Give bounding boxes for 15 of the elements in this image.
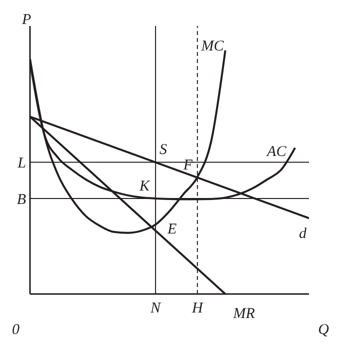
annotation: K <box>138 178 151 194</box>
x-axis-title: Q <box>318 322 330 338</box>
annotation: E <box>166 222 177 238</box>
x-tick-label: N <box>150 300 162 317</box>
y-axis-title: P <box>21 12 32 28</box>
x-tick-label: H <box>190 300 204 317</box>
annotation: F <box>182 158 194 174</box>
series-label: MC <box>200 38 225 54</box>
series-label: AC <box>266 144 288 160</box>
annotation: S <box>160 142 168 158</box>
text: 0 <box>12 322 20 338</box>
series-label: d <box>299 226 307 242</box>
ref-line-label: L <box>16 156 26 172</box>
ref-line-label: B <box>16 192 26 208</box>
series-label: MR <box>232 306 255 322</box>
